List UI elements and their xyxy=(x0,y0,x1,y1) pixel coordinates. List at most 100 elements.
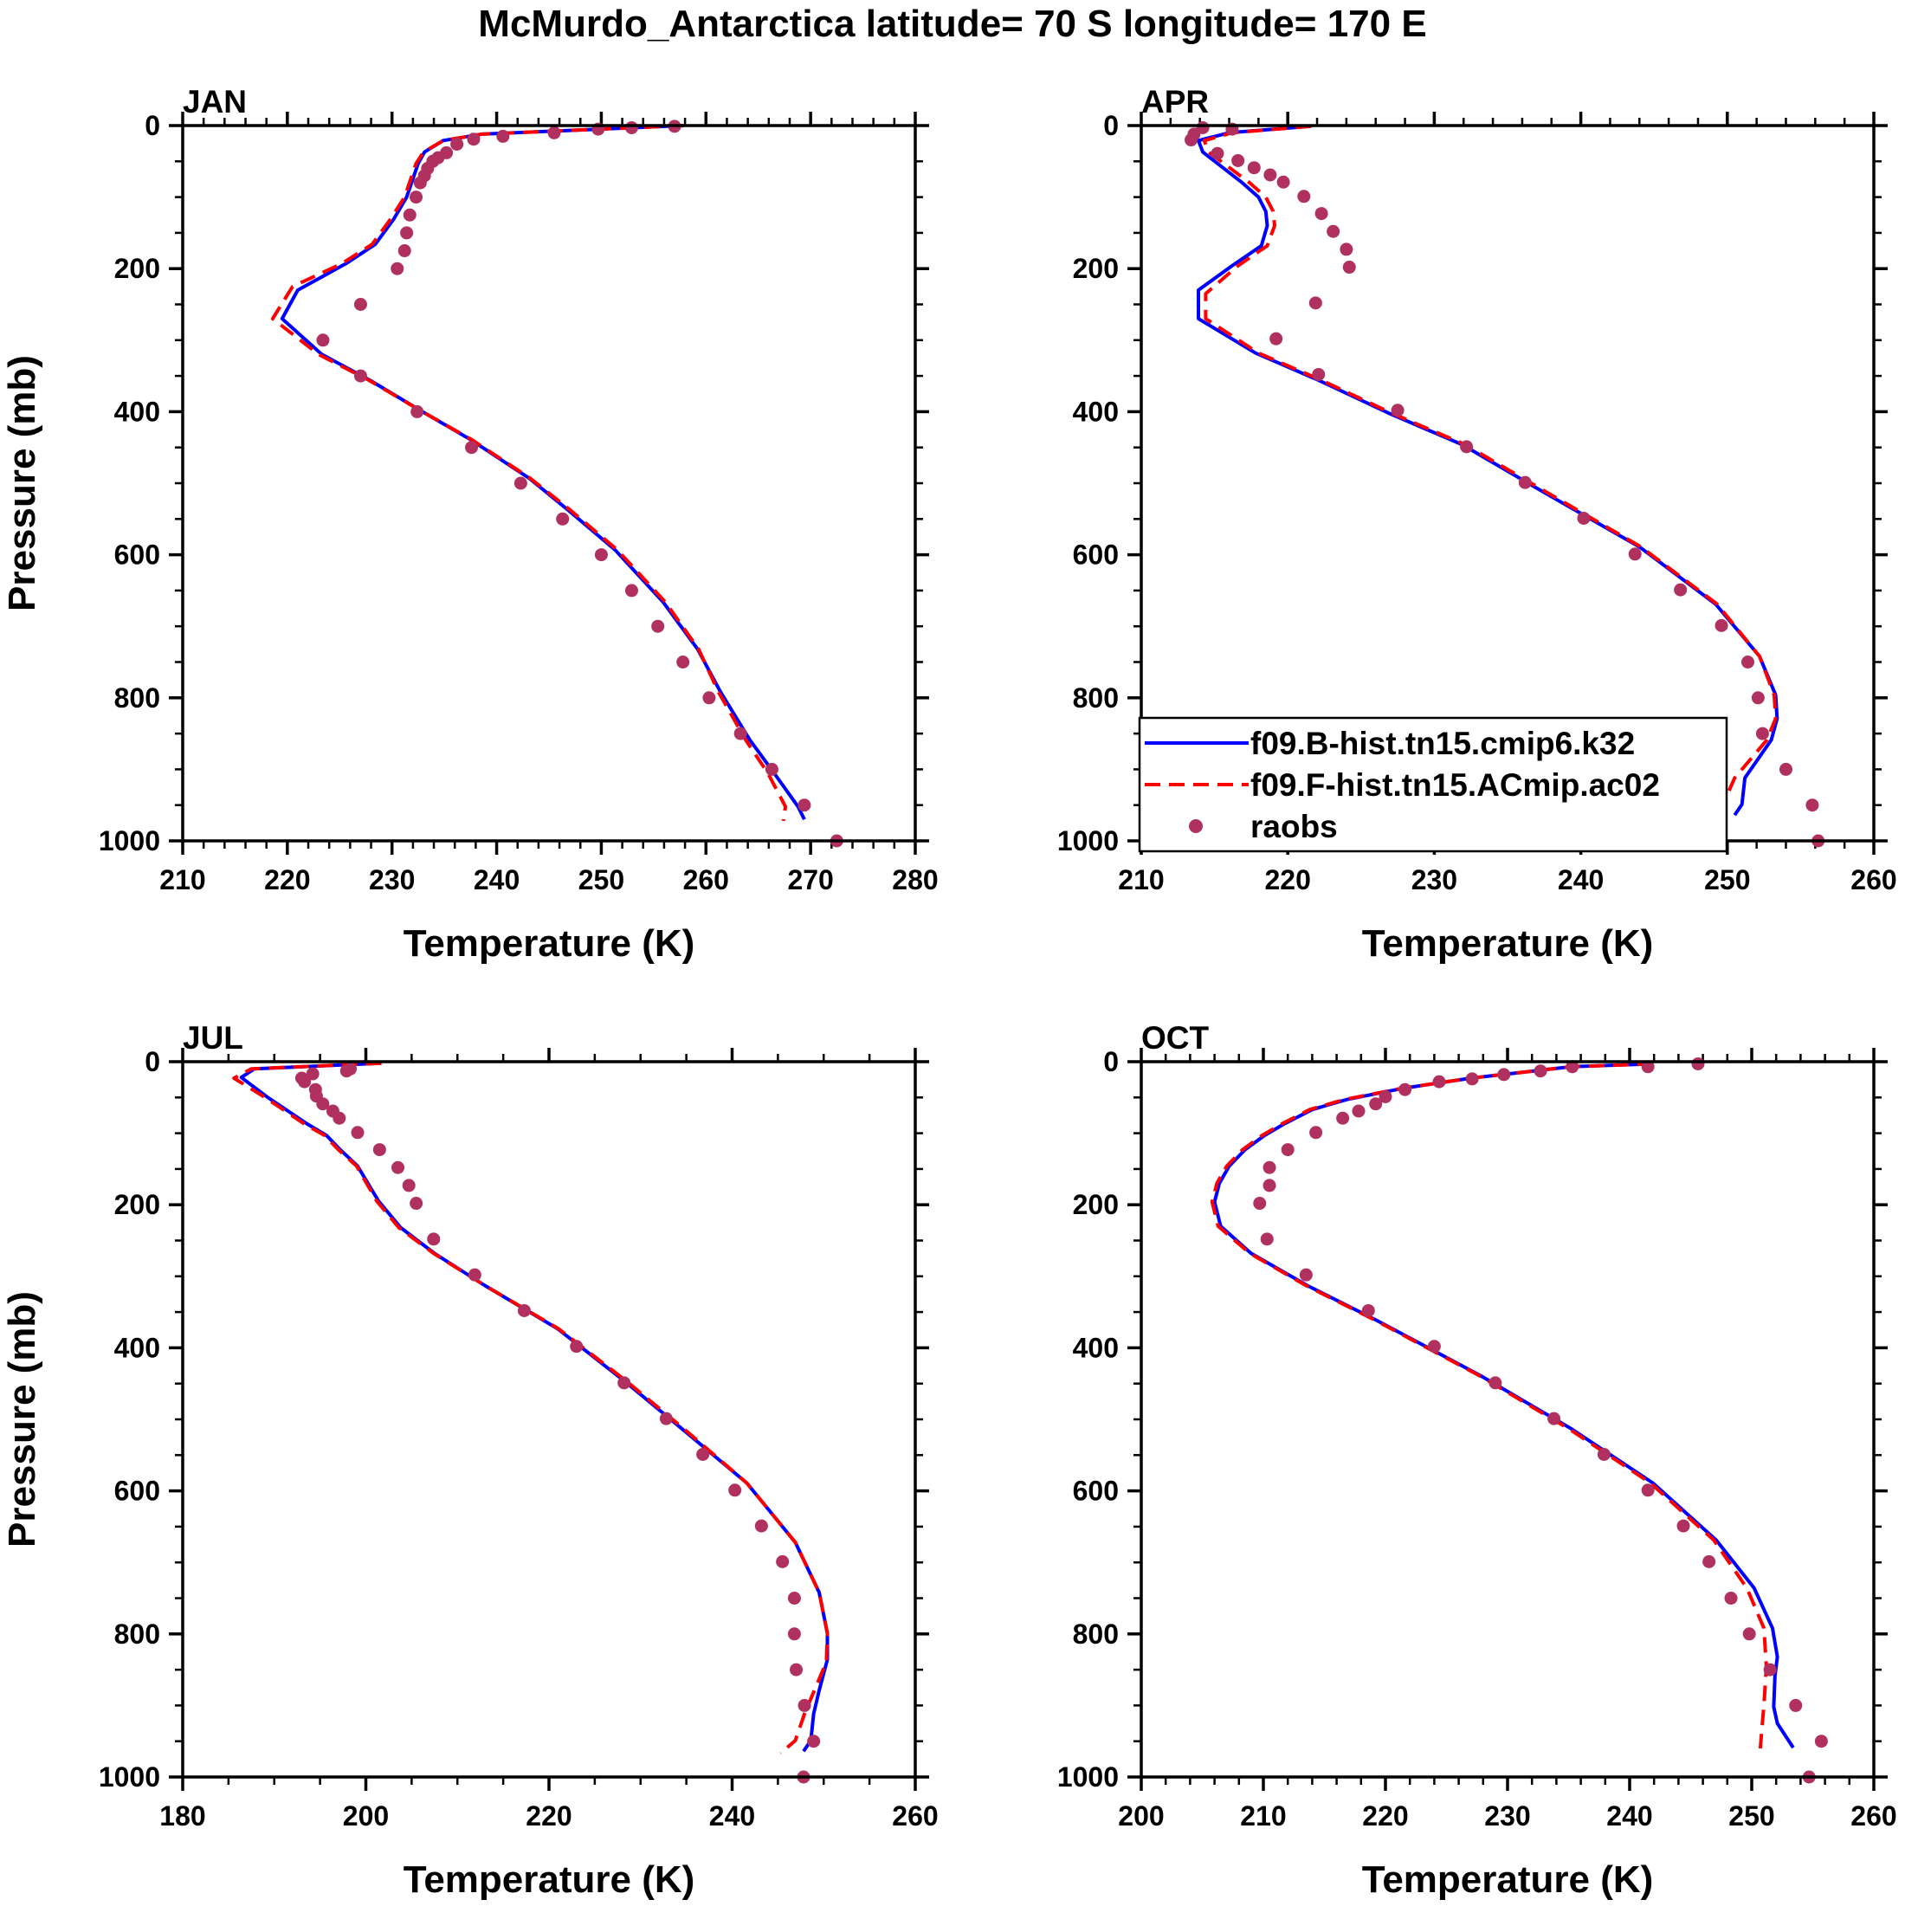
y-tick-label: 400 xyxy=(1073,396,1119,427)
raobs-point xyxy=(306,1067,320,1081)
x-tick-label: 220 xyxy=(264,864,310,895)
raobs-point xyxy=(798,798,811,812)
series-line-model-f xyxy=(270,124,788,822)
raobs-point xyxy=(617,1376,631,1390)
raobs-point xyxy=(1262,1179,1276,1192)
x-tick-label: 260 xyxy=(683,864,729,895)
raobs-point xyxy=(1641,1483,1655,1497)
raobs-point xyxy=(1518,475,1532,489)
raobs-point xyxy=(1488,1376,1502,1390)
x-tick-label: 240 xyxy=(1606,1800,1652,1832)
series-raobs xyxy=(316,120,843,848)
x-tick-label: 180 xyxy=(159,1800,205,1832)
legend-label-model-b: f09.B-hist.tn15.cmip6.k32 xyxy=(1250,726,1635,761)
series-line-model-f xyxy=(232,1061,830,1755)
raobs-point xyxy=(1314,207,1328,221)
series-line-model-b xyxy=(239,1061,830,1753)
y-tick-label: 0 xyxy=(1103,1046,1119,1077)
raobs-point xyxy=(1751,691,1765,705)
ticks xyxy=(1127,1048,1888,1791)
raobs-point xyxy=(1676,1519,1690,1533)
panel-label: JAN xyxy=(183,84,247,120)
y-axis-title: Pressure (mb) xyxy=(1,1291,43,1548)
x-tick-label: 250 xyxy=(1728,1800,1774,1832)
raobs-point xyxy=(316,333,330,347)
raobs-point xyxy=(594,548,608,562)
raobs-point xyxy=(1740,656,1754,669)
raobs-point xyxy=(624,584,638,598)
legend: f09.B-hist.tn15.cmip6.k32 f09.F-hist.tn1… xyxy=(1138,716,1728,853)
raobs-point xyxy=(798,1698,811,1712)
raobs-point xyxy=(1247,161,1261,175)
raobs-point xyxy=(410,191,423,204)
raobs-point xyxy=(1361,1303,1375,1317)
x-tick-label: 250 xyxy=(578,864,624,895)
raobs-point xyxy=(1276,175,1290,189)
raobs-point xyxy=(1691,1056,1705,1070)
plot-frame xyxy=(1140,1060,1876,1779)
raobs-point xyxy=(410,404,424,418)
raobs-point xyxy=(1262,1160,1276,1174)
y-tick-label: 400 xyxy=(114,396,160,427)
y-tick-label: 600 xyxy=(1073,540,1119,571)
raobs-point xyxy=(702,691,716,705)
y-tick-label: 0 xyxy=(145,110,160,141)
raobs-point xyxy=(410,1197,423,1211)
raobs-point xyxy=(1432,1075,1446,1089)
raobs-point xyxy=(1342,261,1356,275)
x-tick-label: 220 xyxy=(526,1800,572,1832)
raobs-point xyxy=(1628,547,1642,561)
ticks xyxy=(169,112,929,855)
raobs-point xyxy=(339,1064,353,1078)
raobs-point xyxy=(1281,1143,1295,1157)
raobs-point xyxy=(1755,727,1769,740)
raobs-point xyxy=(465,441,479,455)
y-tick-label: 1000 xyxy=(99,825,160,856)
raobs-point xyxy=(1211,146,1224,160)
raobs-point xyxy=(1308,296,1322,310)
raobs-point xyxy=(659,1412,673,1425)
raobs-point xyxy=(1336,1111,1350,1125)
panel-label: APR xyxy=(1141,84,1209,120)
raobs-point xyxy=(1369,1097,1383,1111)
raobs-point xyxy=(790,1663,804,1677)
raobs-point xyxy=(1231,153,1245,167)
raobs-point xyxy=(787,1592,801,1605)
raobs-point xyxy=(787,1627,801,1641)
plot-frame xyxy=(181,124,917,843)
series-raobs xyxy=(294,1062,821,1784)
raobs-point xyxy=(1263,168,1277,182)
figure-title: McMurdo_Antarctica latitude= 70 S longit… xyxy=(478,3,1426,45)
raobs-point xyxy=(1805,798,1819,812)
raobs-point xyxy=(1674,583,1688,597)
raobs-point xyxy=(651,619,665,633)
series-line-model-f xyxy=(1202,124,1778,817)
panels: 210 220 230 240 250 260 270 280 0 200 400 600 800 100… xyxy=(1,84,1897,1901)
raobs-point xyxy=(403,208,417,222)
x-tick-label: 260 xyxy=(1850,864,1896,895)
raobs-point xyxy=(402,1179,416,1192)
raobs-point xyxy=(496,129,510,143)
raobs-point xyxy=(1534,1064,1547,1078)
raobs-point xyxy=(1779,762,1792,776)
raobs-point xyxy=(1742,1627,1756,1641)
raobs-point xyxy=(1714,618,1728,632)
x-axis-title: Temperature (K) xyxy=(404,922,695,965)
x-tick-label: 240 xyxy=(709,1800,755,1832)
raobs-point xyxy=(353,369,367,383)
y-tick-label: 0 xyxy=(1103,110,1119,141)
panel-label: OCT xyxy=(1141,1020,1210,1056)
x-tick-label: 200 xyxy=(1118,1800,1164,1832)
y-tick-label: 400 xyxy=(1073,1332,1119,1363)
raobs-point xyxy=(1814,1735,1828,1748)
y-tick-label: 800 xyxy=(114,1619,160,1650)
x-tick-label: 220 xyxy=(1362,1800,1408,1832)
raobs-point xyxy=(1398,1082,1412,1096)
x-tick-label: 210 xyxy=(1240,1800,1286,1832)
y-tick-label: 400 xyxy=(114,1332,160,1363)
raobs-point xyxy=(1253,1197,1267,1211)
raobs-point xyxy=(1297,190,1311,204)
raobs-point xyxy=(316,1097,330,1111)
x-tick-label: 230 xyxy=(1411,864,1457,895)
